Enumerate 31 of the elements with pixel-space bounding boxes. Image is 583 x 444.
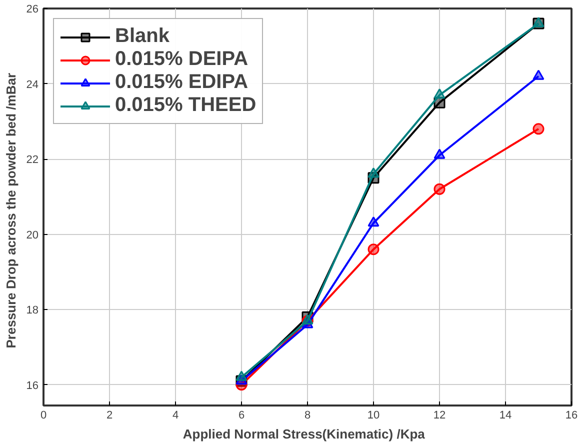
point [368,244,380,256]
y-tick-label: 26 [26,4,39,16]
y-tick-label: 18 [26,304,39,317]
x-tick-label: 6 [238,410,245,422]
x-tick-label: 0 [40,410,47,422]
y-tick-label: 24 [26,78,39,91]
point [434,148,446,159]
y-axis-title: Pressure Drop across the powder bed /mBar [3,72,18,348]
point [368,168,380,178]
x-tick-label: 14 [499,410,512,422]
y-tick-label: 20 [26,229,39,242]
y-tick-label: 16 [26,380,39,392]
x-tick-label: 12 [433,410,446,422]
legend-label: 0.015% DEIPA [115,48,248,71]
x-axis-title: Applied Normal Stress(Kinematic) /Kpa [182,426,426,442]
legend-label: 0.015% THEED [115,94,256,117]
point [434,183,446,195]
legend-label: 0.015% EDIPA [115,71,248,94]
x-tick-label: 4 [172,410,179,422]
x-tick-label: 10 [367,410,380,422]
point [532,70,544,80]
point [302,314,314,324]
point [368,216,380,227]
point [236,370,248,381]
x-tick-label: 8 [304,410,311,422]
y-tick-label: 22 [26,154,39,166]
x-tick-label: 2 [106,410,113,422]
legend-label: Blank [115,25,170,48]
point [532,123,544,135]
x-tick-label: 16 [565,410,578,422]
point [434,88,446,99]
